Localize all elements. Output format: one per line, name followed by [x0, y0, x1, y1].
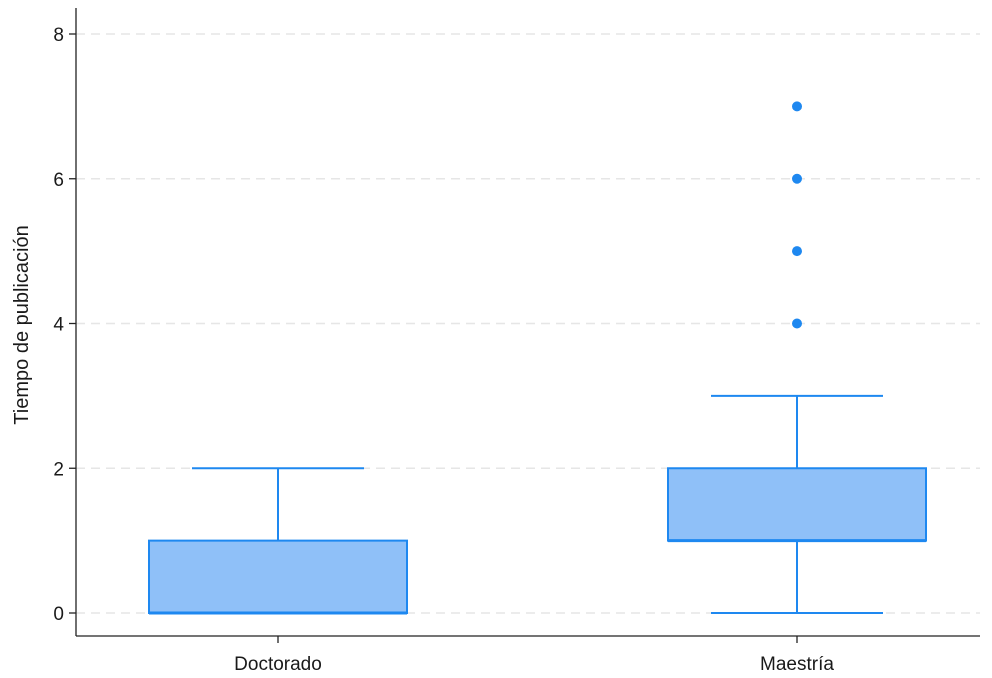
box-iqr [667, 467, 927, 542]
outlier-point [792, 318, 802, 329]
box-doctorado [148, 467, 408, 615]
boxes [148, 101, 927, 615]
x-tick-label: Maestría [760, 654, 834, 675]
y-tick-label: 6 [53, 170, 64, 191]
y-tick-label: 0 [53, 604, 64, 625]
y-tick-label: 4 [53, 315, 64, 336]
x-tick-label: Doctorado [234, 654, 322, 675]
axes [75, 8, 980, 637]
outlier-point [792, 173, 802, 184]
y-ticks: 0 2 4 6 8 [53, 25, 76, 625]
box-iqr [148, 539, 408, 614]
x-tick-labels: Doctorado Maestría [234, 636, 834, 675]
outlier-point [792, 246, 802, 257]
box-maestría [667, 101, 927, 614]
y-tick-label: 2 [53, 459, 64, 480]
y-tick-label: 8 [53, 25, 64, 46]
outlier-point [792, 101, 802, 112]
y-axis-title: Tiempo de publicación [11, 225, 33, 424]
